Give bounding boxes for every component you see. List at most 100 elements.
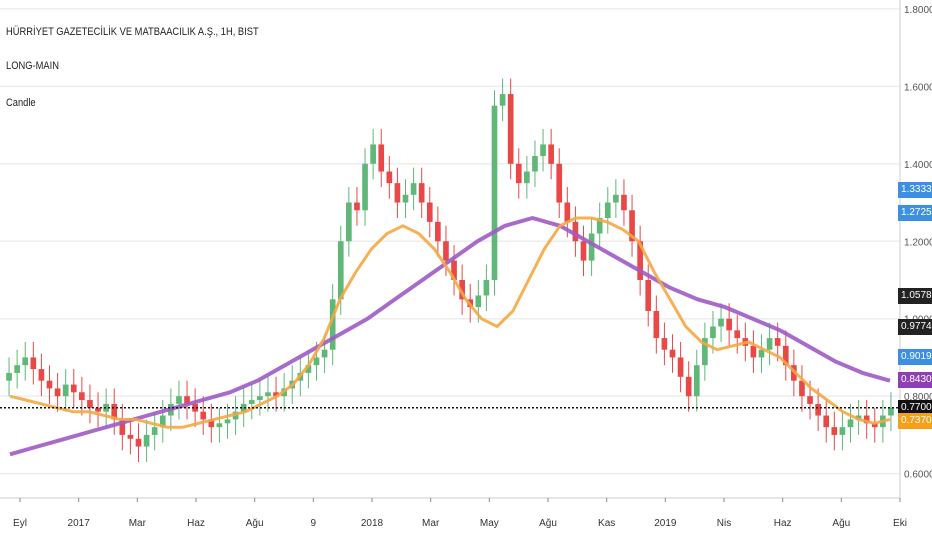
- x-tick-label: Eki: [893, 518, 907, 529]
- x-tick-label: Ağu: [246, 518, 264, 529]
- candle-body: [669, 349, 676, 358]
- price-badge: 0.97746: [898, 319, 932, 336]
- candle-body: [532, 156, 538, 172]
- candle-body: [159, 415, 166, 428]
- x-tick-label: Ağu: [832, 518, 850, 529]
- candle-body: [774, 338, 781, 346]
- candle-body: [710, 326, 716, 339]
- candle-body: [863, 415, 870, 424]
- candle-body: [79, 392, 85, 401]
- candle-body: [815, 403, 821, 416]
- x-tick-label: Mar: [129, 518, 147, 529]
- price-badge: 1.33330: [898, 181, 932, 198]
- candle-body: [14, 365, 20, 373]
- candle-body: [313, 357, 320, 366]
- candle-body: [588, 233, 595, 261]
- candle-body: [378, 144, 385, 172]
- candle-body: [596, 218, 603, 234]
- y-tick-label: 0.80000: [904, 392, 932, 403]
- candle-body: [6, 372, 12, 381]
- candle-body: [677, 357, 684, 377]
- candle-body: [370, 144, 376, 164]
- x-tick-label: Kas: [598, 518, 615, 529]
- candle-body: [127, 434, 134, 439]
- candle-body: [499, 94, 506, 106]
- candle-body: [208, 419, 215, 428]
- candle-body: [807, 396, 813, 404]
- candle-body: [702, 338, 708, 366]
- candle-body: [839, 427, 846, 435]
- candle-body: [435, 221, 441, 242]
- candle-body: [483, 279, 490, 296]
- candle-body: [580, 241, 587, 261]
- slow-moving-average-line: [9, 216, 891, 457]
- candle-body: [265, 392, 271, 397]
- candle-body: [548, 144, 554, 164]
- candle-body: [451, 260, 457, 280]
- x-tick-label: Haz: [187, 518, 205, 529]
- symbol-title: HÜRRİYET GAZETECİLİK VE MATBAACILIK A.Ş.…: [6, 26, 259, 38]
- candle-body: [410, 183, 417, 195]
- candle-body: [321, 349, 328, 358]
- candle-body: [224, 419, 231, 424]
- x-tick-label: 2019: [654, 518, 677, 529]
- candle-body: [524, 171, 530, 184]
- candle-body: [362, 163, 368, 211]
- candle-body: [305, 365, 312, 373]
- candle-body: [645, 279, 652, 311]
- candle-body: [111, 403, 118, 420]
- candle-body: [38, 369, 45, 381]
- candle-body: [855, 415, 862, 420]
- y-tick-label: 1.40000: [904, 160, 932, 171]
- candle-body: [151, 427, 158, 435]
- x-tick-label: Haz: [774, 518, 792, 529]
- candle-body: [823, 415, 830, 428]
- candle-body: [726, 318, 732, 331]
- candle-body: [734, 330, 741, 339]
- candle-body: [572, 221, 579, 242]
- candle-body: [613, 194, 619, 203]
- x-tick-label: Nis: [717, 518, 731, 529]
- candle-body: [661, 338, 668, 350]
- candle-body: [718, 318, 724, 327]
- candle-body: [426, 202, 433, 222]
- indicator-candle-label: Candle: [6, 97, 36, 109]
- candle-body: [847, 419, 854, 428]
- candle-body: [386, 171, 393, 184]
- candle-body: [119, 419, 126, 435]
- candle-body: [135, 438, 142, 447]
- y-tick-label: 1.80000: [904, 5, 932, 16]
- candle-body: [30, 357, 37, 370]
- price-badge: 1.27254: [898, 205, 932, 222]
- candle-body: [653, 310, 660, 339]
- fast-moving-average-line: [9, 216, 891, 429]
- candle-body: [87, 400, 93, 408]
- candle-body: [394, 183, 401, 203]
- candle-body: [758, 349, 765, 358]
- candle-body: [831, 427, 838, 435]
- candle-body: [329, 299, 336, 350]
- x-tick-label: 2017: [68, 518, 91, 529]
- x-tick-label: May: [480, 518, 499, 529]
- candle-body: [459, 279, 465, 300]
- candle-body: [22, 357, 29, 366]
- candle-body: [200, 411, 207, 420]
- x-tick-label: Ağu: [539, 518, 557, 529]
- candle-body: [143, 434, 150, 447]
- candle-body: [871, 423, 878, 428]
- candle-body: [257, 396, 263, 401]
- candle-body: [46, 380, 53, 389]
- candle-body: [354, 202, 360, 211]
- candle-body: [192, 403, 198, 412]
- candle-body: [491, 105, 498, 280]
- x-tick-label: 2018: [361, 518, 384, 529]
- candle-body: [70, 384, 77, 393]
- x-tick-label: 9: [311, 518, 317, 529]
- candle-body: [799, 380, 805, 397]
- candle-body: [621, 194, 627, 211]
- candle-body: [685, 376, 692, 397]
